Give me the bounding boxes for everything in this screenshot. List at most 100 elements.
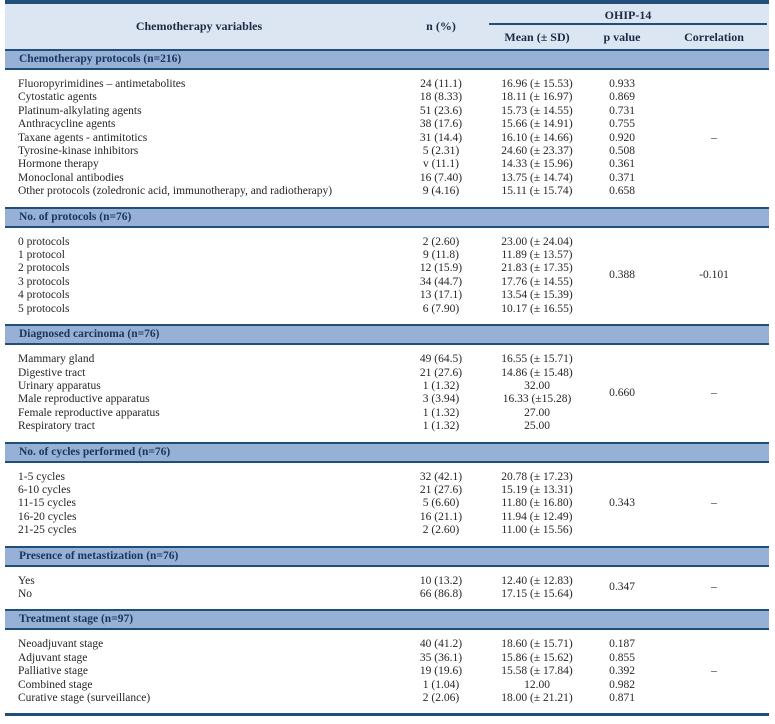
row-mean-value: 15.73 (± 14.55)	[501, 104, 573, 117]
row-label: Fluoropyrimidines – antimetabolites	[18, 78, 186, 90]
row-mean-value: 14.33 (± 15.96)	[501, 158, 573, 171]
row-label: 5 protocols	[18, 302, 70, 315]
row-mean-value: 15.58 (± 17.84)	[501, 665, 573, 678]
row-p-value: 0.855	[609, 651, 635, 664]
row-mean-value: 10.17 (± 16.55)	[501, 302, 573, 315]
row-n-value: 24 (11.1)	[420, 78, 462, 90]
row-label: Curative stage (surveillance)	[18, 692, 151, 704]
row-p-value: 0.933	[609, 78, 635, 90]
column-correlation: –	[659, 78, 769, 199]
row-n-value: 21 (27.6)	[419, 483, 463, 496]
section-p-value: 0.660	[609, 386, 635, 399]
row-n-value: 2 (2.06)	[422, 692, 460, 704]
column-variables: Fluoropyrimidines – antimetabolites Cytos…	[5, 78, 393, 199]
column-p-value: 0.660	[585, 353, 659, 433]
row-n-value: 2 (2.60)	[422, 524, 460, 537]
row-mean-value: 13.54 (± 15.39)	[501, 289, 573, 302]
column-correlation: –	[659, 638, 769, 705]
row-label: 11-15 cycles	[18, 497, 77, 510]
section-title: No. of cycles performed (n=76)	[5, 441, 769, 463]
chemotherapy-ohip14-table: Chemotherapy variables n (%) OHIP-14 Mea…	[5, 0, 769, 717]
section-title: Presence of metastization (n=76)	[5, 545, 769, 567]
row-n-value: 1 (1.32)	[422, 406, 460, 419]
column-p-value: 0.933 0.869 0.731 0.755 0.920 0.508 0.361 0.371…	[585, 78, 659, 199]
section-p-value: 0.343	[609, 497, 635, 510]
row-n-value: 5 (2.31)	[422, 145, 460, 158]
column-p-value: 0.187 0.855 0.392 0.982 0.871	[585, 638, 659, 705]
row-label: Anthracycline agents	[18, 118, 116, 131]
row-n-value: 3 (3.94)	[422, 393, 460, 406]
row-label: Adjuvant stage	[18, 651, 88, 664]
section-p-value: 0.388	[609, 269, 635, 282]
row-label: Respiratory tract	[18, 420, 95, 433]
row-n-value: 38 (17.6)	[419, 118, 463, 131]
ohip14-subheaders: Mean (± SD) p value Correlation	[489, 25, 769, 49]
col-header-ohip14: OHIP-14	[489, 4, 767, 25]
col-header-n-percent: n (%)	[426, 19, 456, 33]
row-n-value: 31 (14.4)	[419, 131, 463, 144]
column-p-value: 0.388	[585, 236, 659, 316]
row-label: Platinum-alkylating agents	[18, 104, 142, 117]
section-body: 0 protocols 1 protocol 2 protocols 3 protoc…	[5, 227, 769, 325]
row-label: Monoclonal antibodies	[18, 171, 124, 184]
row-label: Cytostatic agents	[18, 91, 97, 104]
column-n-percent: 49 (64.5) 21 (27.6) 1 (1.32) 3 (3.94) 1 (1.3…	[393, 353, 489, 433]
row-label: Mammary gland	[18, 353, 95, 366]
row-n-value: 16 (7.40)	[419, 171, 463, 184]
column-n-percent: 40 (41.2) 35 (36.1) 19 (19.6) 1 (1.04) 2 (2.…	[393, 638, 489, 705]
section-title: Treatment stage (n=97)	[5, 609, 769, 631]
section-body: Fluoropyrimidines – antimetabolites Cytos…	[5, 70, 769, 207]
column-correlation: –	[659, 471, 769, 538]
table-top-border	[5, 0, 769, 4]
section-body: Mammary gland Digestive tract Urinary appa…	[5, 345, 769, 442]
row-p-value: 0.871	[609, 692, 635, 704]
row-label: Urinary apparatus	[18, 379, 101, 392]
row-mean-value: 11.80 (± 16.80)	[501, 497, 573, 510]
row-mean-value: 18.00 (± 21.21)	[501, 692, 573, 704]
row-mean-value: 21.83 (± 17.35)	[501, 262, 573, 275]
row-mean-value: 16.55 (± 15.71)	[501, 353, 573, 366]
section-correlation: –	[711, 581, 717, 594]
row-label: Male reproductive apparatus	[18, 393, 150, 406]
row-n-value: 21 (27.6)	[419, 366, 463, 379]
section-body: Yes No 10 (13.2) 66 (86.8) 12.40 (± 12.83) 17…	[5, 566, 769, 610]
row-mean-value: 15.66 (± 14.91)	[501, 118, 573, 131]
row-label: 3 protocols	[18, 275, 70, 288]
table-bottom-border	[5, 713, 769, 717]
row-n-value: 49 (64.5)	[419, 353, 463, 366]
column-correlation: –	[659, 353, 769, 433]
column-mean-sd: 16.55 (± 15.71) 14.86 (± 15.48) 32.00 16.33…	[489, 353, 585, 433]
row-mean-value: 20.78 (± 17.23)	[501, 470, 573, 483]
row-label: Tyrosine-kinase inhibitors	[18, 145, 139, 158]
col-header-mean-sd: Mean (± SD)	[504, 29, 570, 44]
column-mean-sd: 23.00 (± 24.04) 11.89 (± 13.57) 21.83 (± 1…	[489, 236, 585, 316]
row-mean-value: 11.00 (± 15.56)	[501, 524, 573, 537]
row-mean-value: 14.86 (± 15.48)	[501, 366, 573, 379]
row-p-value: 0.920	[609, 131, 635, 144]
column-n-percent: 24 (11.1) 18 (8.33) 51 (23.6) 38 (17.6) 31 (…	[393, 78, 489, 199]
section-correlation: –	[711, 665, 717, 678]
column-mean-sd: 12.40 (± 12.83) 17.15 (± 15.64)	[489, 575, 585, 602]
row-label: 2 protocols	[18, 262, 70, 275]
section-treatment-stage: Treatment stage (n=97) Neoadjuvant stage A…	[5, 609, 769, 714]
row-mean-value: 25.00	[524, 420, 550, 433]
section-correlation: -0.101	[699, 269, 729, 282]
column-mean-sd: 20.78 (± 17.23) 15.19 (± 13.31) 11.80 (± 1…	[489, 471, 585, 538]
section-title: Diagnosed carcinoma (n=76)	[5, 324, 769, 346]
row-label: 6-10 cycles	[18, 483, 71, 496]
section-p-value: 0.347	[609, 581, 635, 594]
col-group-ohip14: OHIP-14 Mean (± SD) p value Correlation	[489, 4, 769, 49]
section-diagnosed-carcinoma: Diagnosed carcinoma (n=76) Mammary gland D…	[5, 324, 769, 442]
column-variables: Yes No	[5, 575, 393, 602]
row-mean-value: 11.94 (± 12.49)	[501, 510, 573, 523]
section-title: No. of protocols (n=76)	[5, 206, 769, 228]
row-p-value: 0.508	[609, 145, 635, 158]
column-variables: 0 protocols 1 protocol 2 protocols 3 protoc…	[5, 236, 393, 316]
row-n-value: 32 (42.1)	[419, 470, 463, 483]
row-n-value: 9 (11.8)	[423, 249, 459, 262]
column-n-percent: 2 (2.60) 9 (11.8) 12 (15.9) 34 (44.7) 13 (17…	[393, 236, 489, 316]
row-label: Yes	[18, 574, 35, 587]
column-mean-sd: 16.96 (± 15.53) 18.11 (± 16.97) 15.73 (± 1…	[489, 78, 585, 199]
row-label: 0 protocols	[18, 235, 70, 248]
